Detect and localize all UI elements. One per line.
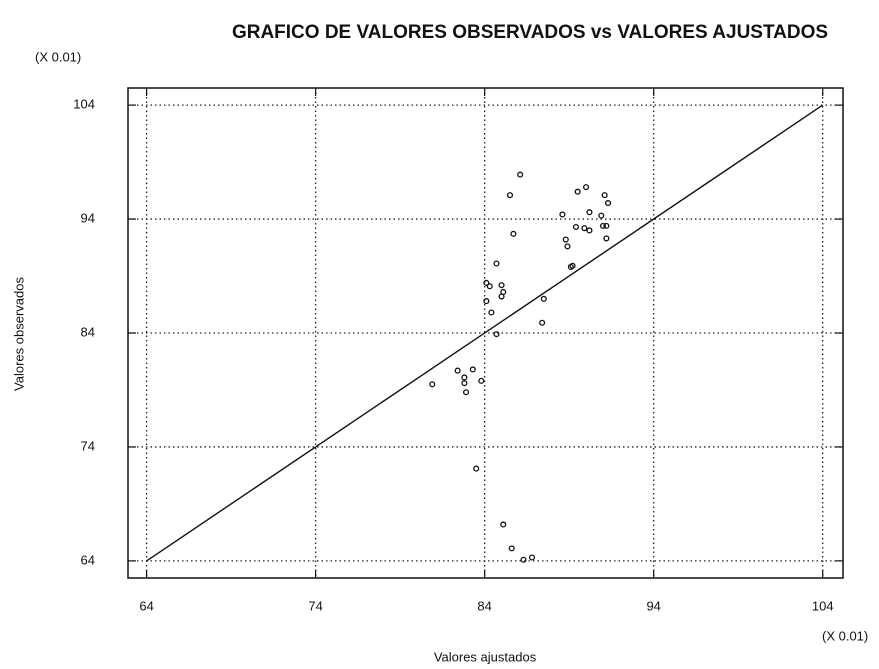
reference-line — [146, 104, 824, 562]
data-point — [493, 260, 500, 267]
data-point — [486, 283, 493, 290]
data-point — [564, 243, 571, 250]
data-point — [574, 188, 581, 195]
x-tick-label: 104 — [812, 598, 834, 613]
data-point — [586, 209, 593, 216]
data-point — [483, 279, 490, 286]
data-point — [510, 230, 517, 237]
x-axis-label: Valores ajustados — [434, 649, 537, 664]
data-point — [500, 521, 507, 528]
data-point — [599, 222, 607, 229]
chart-title: GRAFICO DE VALORES OBSERVADOS vs VALORES… — [232, 22, 828, 43]
data-point — [478, 377, 485, 384]
data-point — [581, 225, 588, 232]
x-tick-label: 94 — [646, 598, 660, 613]
y-tick-label: 94 — [81, 210, 95, 225]
data-point — [461, 374, 468, 381]
y-tick-label: 84 — [81, 324, 95, 339]
data-point — [508, 545, 515, 552]
y-tick-label: 74 — [81, 438, 95, 453]
data-point — [493, 331, 500, 338]
data-point — [569, 262, 576, 269]
data-point — [500, 288, 507, 296]
data-point — [604, 200, 612, 207]
data-point — [598, 212, 605, 219]
data-point — [528, 554, 536, 561]
data-point — [506, 192, 514, 199]
x-tick-label: 64 — [139, 598, 153, 613]
data-point — [488, 309, 495, 316]
data-point — [517, 171, 524, 178]
y-unit-label: (X 0.01) — [35, 49, 81, 64]
x-tick-label: 74 — [308, 598, 322, 613]
data-point — [454, 367, 461, 374]
data-point — [603, 222, 610, 229]
data-point — [463, 389, 470, 396]
data-point — [559, 211, 566, 218]
data-point — [583, 184, 590, 191]
data-point — [562, 236, 569, 243]
data-point — [520, 556, 527, 563]
data-point — [603, 235, 610, 242]
x-unit-label: (X 0.01) — [822, 628, 868, 643]
y-tick-label: 104 — [73, 97, 95, 112]
y-tick-label: 64 — [81, 552, 95, 567]
data-point — [483, 298, 490, 305]
data-point — [473, 465, 480, 472]
data-point — [540, 295, 547, 302]
x-tick-label: 84 — [477, 598, 491, 613]
data-point — [601, 192, 608, 199]
data-point — [539, 319, 546, 326]
data-point — [586, 227, 593, 234]
data-point — [572, 223, 579, 231]
data-point — [461, 380, 468, 387]
data-point — [469, 366, 476, 373]
data-point — [498, 282, 505, 289]
data-point — [429, 381, 436, 388]
y-axis-label: Valores observados — [11, 277, 26, 391]
